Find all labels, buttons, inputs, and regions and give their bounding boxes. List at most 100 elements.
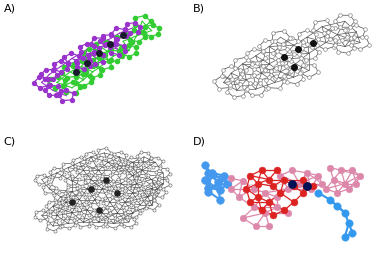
Point	[81, 56, 88, 61]
Point	[227, 83, 233, 87]
Point	[231, 95, 237, 99]
Point	[52, 229, 58, 233]
Point	[57, 204, 63, 208]
Point	[243, 187, 249, 191]
Point	[65, 61, 71, 65]
Point	[272, 39, 278, 43]
Point	[104, 224, 110, 228]
Point	[93, 208, 99, 212]
Point	[97, 39, 103, 43]
Point	[83, 41, 89, 46]
Point	[281, 208, 287, 212]
Point	[112, 215, 118, 220]
Point	[289, 181, 295, 186]
Point	[128, 155, 134, 160]
Point	[344, 28, 350, 32]
Point	[321, 31, 327, 36]
Point	[82, 194, 88, 199]
Point	[60, 216, 66, 221]
Point	[118, 45, 124, 50]
Point	[263, 86, 269, 91]
Point	[254, 61, 260, 65]
Point	[269, 39, 275, 43]
Point	[52, 209, 58, 213]
Point	[136, 176, 142, 181]
Point	[122, 27, 128, 32]
Point	[202, 163, 208, 167]
Point	[138, 25, 144, 29]
Point	[209, 171, 215, 175]
Point	[42, 67, 49, 72]
Point	[87, 167, 93, 171]
Point	[156, 202, 162, 207]
Point	[64, 62, 70, 66]
Point	[93, 185, 99, 189]
Point	[334, 204, 340, 208]
Point	[153, 183, 159, 187]
Point	[295, 38, 301, 43]
Point	[296, 52, 302, 57]
Point	[65, 215, 71, 219]
Point	[140, 180, 146, 184]
Point	[69, 98, 75, 102]
Point	[130, 201, 136, 206]
Point	[96, 154, 102, 158]
Point	[101, 52, 107, 56]
Point	[324, 34, 330, 38]
Point	[112, 186, 118, 190]
Point	[84, 159, 90, 163]
Point	[61, 162, 67, 166]
Point	[262, 56, 268, 60]
Point	[251, 47, 257, 51]
Point	[239, 71, 245, 76]
Point	[132, 23, 138, 27]
Point	[132, 16, 138, 20]
Point	[142, 185, 148, 189]
Point	[93, 158, 99, 163]
Point	[52, 218, 58, 222]
Point	[109, 195, 115, 200]
Point	[80, 165, 86, 169]
Point	[86, 182, 92, 186]
Point	[338, 168, 344, 172]
Point	[128, 225, 134, 229]
Point	[32, 215, 38, 219]
Point	[132, 206, 138, 210]
Point	[88, 80, 94, 85]
Point	[76, 211, 82, 215]
Point	[119, 187, 125, 191]
Point	[132, 20, 138, 25]
Point	[344, 35, 350, 39]
Point	[297, 71, 303, 75]
Point	[41, 173, 47, 177]
Point	[103, 42, 109, 46]
Point	[74, 170, 80, 174]
Point	[273, 66, 279, 70]
Point	[107, 48, 113, 53]
Point	[109, 172, 115, 176]
Point	[167, 172, 173, 176]
Point	[50, 77, 56, 82]
Point	[219, 74, 226, 79]
Point	[64, 196, 70, 200]
Point	[262, 68, 268, 72]
Point	[76, 192, 82, 197]
Point	[144, 200, 150, 204]
Point	[68, 51, 74, 55]
Point	[327, 197, 333, 202]
Point	[312, 20, 318, 24]
Point	[351, 35, 357, 39]
Point	[36, 75, 42, 79]
Point	[122, 211, 128, 215]
Point	[45, 84, 52, 88]
Point	[71, 218, 77, 223]
Point	[281, 79, 287, 83]
Point	[348, 36, 354, 40]
Point	[89, 58, 96, 63]
Point	[107, 42, 113, 46]
Point	[108, 167, 114, 171]
Point	[232, 66, 238, 70]
Point	[65, 185, 71, 189]
Point	[323, 187, 329, 191]
Point	[151, 197, 157, 202]
